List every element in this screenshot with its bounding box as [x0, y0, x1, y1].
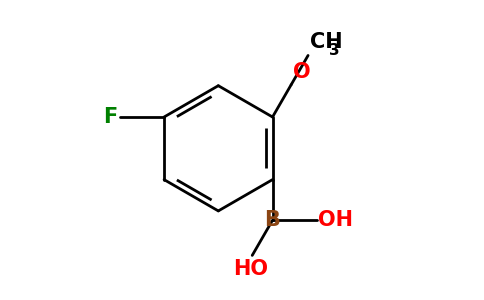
Text: F: F	[103, 107, 118, 127]
Text: 3: 3	[330, 43, 340, 58]
Text: B: B	[265, 210, 280, 230]
Text: O: O	[293, 62, 310, 82]
Text: OH: OH	[318, 210, 353, 230]
Text: HO: HO	[233, 259, 268, 279]
Text: CH: CH	[310, 32, 342, 52]
